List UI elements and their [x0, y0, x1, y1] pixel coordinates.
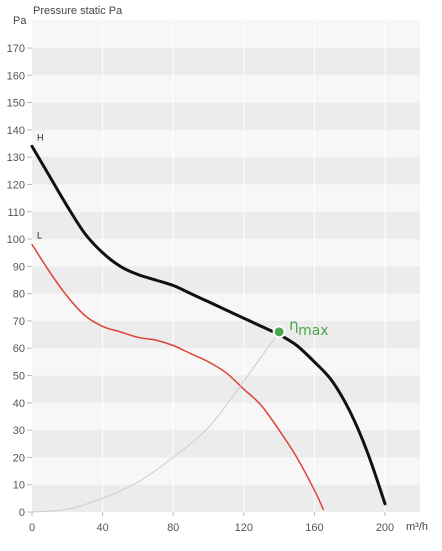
x-tick-label: 120	[235, 522, 253, 534]
y-tick-label: 110	[7, 207, 25, 219]
x-tick-label: 0	[29, 522, 35, 534]
y-axis-label: Pa	[13, 15, 27, 27]
y-tick-label: 10	[13, 480, 25, 492]
grid-band	[32, 157, 420, 185]
y-tick-label: 20	[13, 452, 25, 464]
grid-band	[32, 266, 420, 294]
x-axis-label: m³/h	[406, 521, 428, 533]
y-tick-label: 140	[7, 125, 25, 137]
y-tick-label: 0	[19, 507, 25, 519]
x-axis-ticks: 0 40 80 120 160 200	[29, 512, 394, 534]
chart-title: Pressure static Pa	[33, 5, 123, 17]
series-h-curve	[30, 144, 387, 506]
series-tags: HL	[37, 132, 44, 240]
series-l-tag: L	[37, 231, 42, 241]
system-curve	[31, 331, 280, 513]
y-tick-label: 120	[7, 179, 25, 191]
y-tick-label: 150	[7, 98, 25, 110]
y-tick-label: 90	[13, 261, 25, 273]
y-axis-ticks: 0 10 20 30 40 50 60 70 80 90 100 110 120 130 140 150 160…	[7, 43, 32, 519]
grid-band	[32, 48, 420, 76]
series-curves	[30, 144, 387, 513]
plot-area	[32, 20, 420, 512]
y-tick-label: 170	[7, 43, 25, 55]
grid-band	[32, 102, 420, 130]
series-l-curve	[31, 243, 324, 511]
series-h-tag: H	[37, 132, 44, 142]
y-tick-label: 130	[7, 152, 25, 164]
y-tick-label: 30	[13, 425, 25, 437]
y-tick-label: 50	[13, 371, 25, 383]
eta-max-subscript: max	[298, 323, 329, 339]
y-tick-label: 80	[13, 289, 25, 301]
grid-band	[32, 375, 420, 403]
y-tick-label: 100	[7, 234, 25, 246]
eta-max-point	[272, 325, 286, 339]
grid-band	[32, 484, 420, 512]
x-tick-label: 160	[305, 522, 323, 534]
grid-band	[32, 211, 420, 240]
y-tick-label: 60	[13, 343, 25, 355]
grid-band	[32, 320, 420, 349]
y-tick-label: 70	[13, 316, 25, 328]
grid-band	[32, 430, 420, 458]
x-tick-label: 80	[167, 522, 179, 534]
eta-max-label: η	[289, 316, 299, 334]
eta-max-annotation: η max	[272, 316, 329, 339]
y-tick-label: 160	[7, 70, 25, 82]
y-tick-label: 40	[13, 398, 25, 410]
x-tick-label: 200	[376, 522, 394, 534]
x-tick-label: 40	[96, 522, 108, 534]
plot-background	[32, 20, 420, 512]
